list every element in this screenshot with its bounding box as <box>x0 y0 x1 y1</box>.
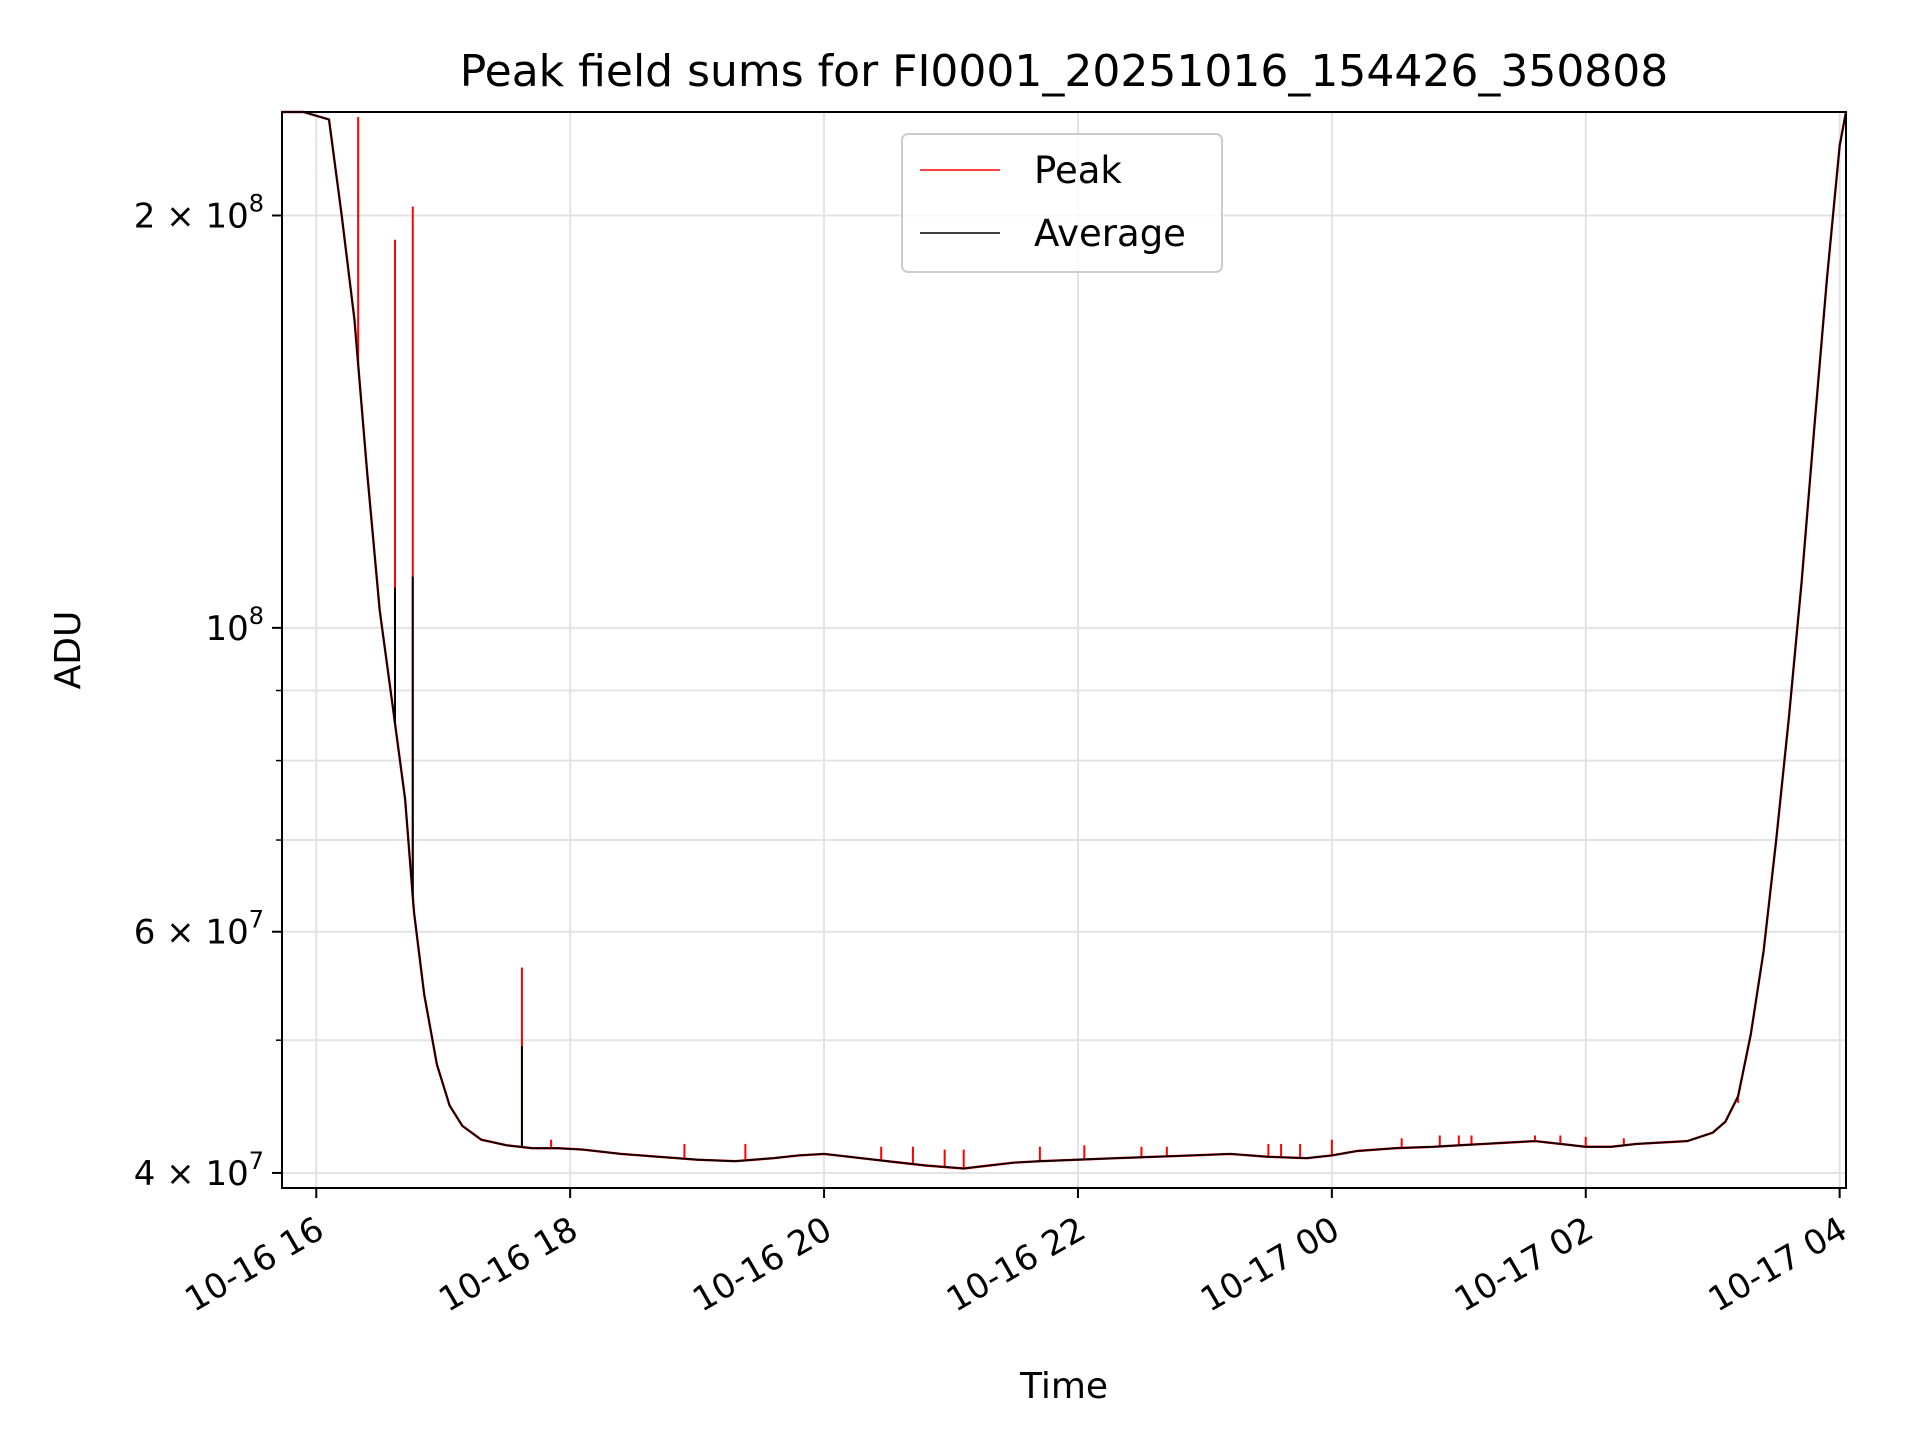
x-tick-label: 10-16 18 <box>432 1209 584 1320</box>
legend-box <box>901 133 1223 273</box>
y-tick-label: 4 × 107 <box>134 1147 264 1194</box>
x-axis: 10-16 16 10-16 18 10-16 20 10-16 22 10-17 00… <box>178 1188 1854 1320</box>
chart-title: Peak field sums for FI0001_20251016_1544… <box>460 46 1669 97</box>
y-tick-label: 2 × 108 <box>134 189 264 236</box>
x-tick-label: 10-16 16 <box>178 1209 330 1320</box>
grid <box>282 112 1846 1188</box>
y-axis: 4 × 107 6 × 107 108 2 × 108 <box>134 189 282 1194</box>
y-tick-label: 6 × 107 <box>134 906 264 953</box>
x-axis-label: Time <box>1019 1366 1108 1407</box>
legend: Peak Average <box>901 133 1223 273</box>
series-average-line <box>282 111 1847 1170</box>
series-layer <box>282 110 1848 1170</box>
legend-label-average: Average <box>1034 212 1186 255</box>
y-axis-label: ADU <box>48 611 89 690</box>
y-tick-label: 108 <box>205 602 264 649</box>
x-tick-label: 10-17 00 <box>1194 1209 1346 1320</box>
legend-label-peak: Peak <box>1034 149 1122 192</box>
x-tick-label: 10-16 22 <box>940 1209 1092 1320</box>
x-tick-label: 10-17 04 <box>1702 1209 1854 1320</box>
x-tick-label: 10-17 02 <box>1448 1209 1600 1320</box>
x-tick-label: 10-16 20 <box>686 1209 838 1320</box>
plot-area-frame <box>281 111 1847 1189</box>
